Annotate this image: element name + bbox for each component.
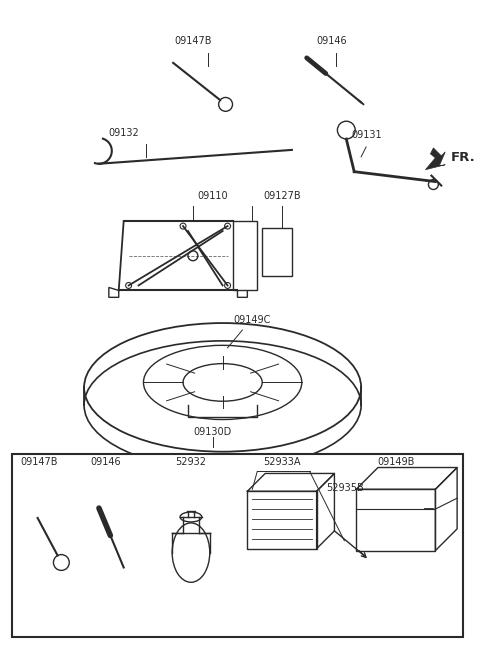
Text: 09130D: 09130D	[193, 427, 232, 437]
Text: 52935B: 52935B	[326, 484, 364, 493]
Bar	[247, 491, 317, 549]
Text: 09146: 09146	[91, 457, 121, 466]
Text: 09147B: 09147B	[174, 36, 212, 46]
Text: 09149B: 09149B	[377, 457, 414, 466]
Polygon shape	[425, 148, 445, 170]
Text: FR.: FR.	[451, 151, 476, 164]
Text: 52932: 52932	[176, 457, 206, 466]
Polygon shape	[109, 288, 119, 298]
Text: 09127B: 09127B	[263, 191, 301, 201]
Polygon shape	[238, 288, 247, 298]
Text: 52933A: 52933A	[263, 457, 301, 466]
Bar	[262, 228, 292, 275]
Text: 09131: 09131	[351, 130, 382, 140]
Text: 09147B: 09147B	[21, 457, 59, 466]
Bar	[232, 221, 257, 290]
Bar	[12, 454, 463, 637]
Text: 09146: 09146	[316, 36, 347, 46]
Text: 09110: 09110	[197, 191, 228, 201]
Bar	[356, 489, 435, 551]
Text: 09132: 09132	[109, 128, 140, 138]
Text: 09149C: 09149C	[234, 315, 271, 325]
